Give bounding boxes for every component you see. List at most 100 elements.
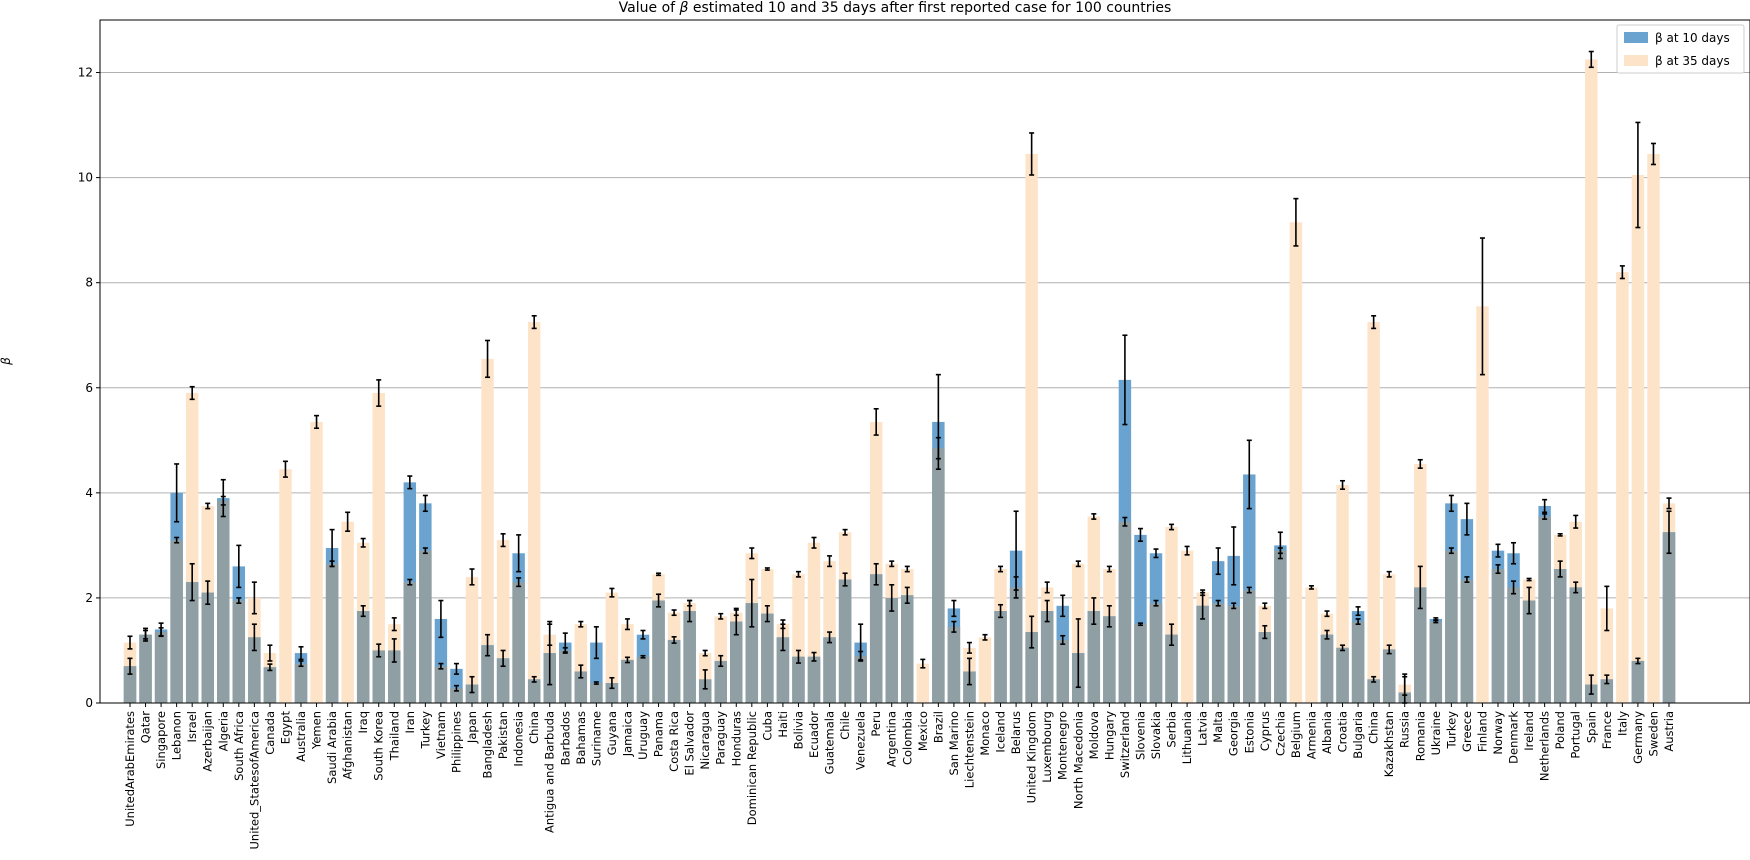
bar-overlap: [512, 582, 525, 703]
x-tick-label: Slovakia: [1149, 711, 1163, 759]
bar-overlap: [139, 634, 152, 703]
bar-overlap: [419, 550, 432, 703]
x-tick-label: South Korea: [372, 711, 386, 781]
bar-35-days: [1476, 306, 1489, 703]
bar-35-days: [1289, 222, 1303, 703]
title-post: estimated 10 and 35 days after first rep…: [688, 0, 1171, 16]
x-tick-label: Switzerland: [1118, 711, 1132, 778]
legend-box: [1616, 24, 1745, 74]
x-tick-label: North Macedonia: [1071, 711, 1085, 809]
x-tick-label: Bangladesh: [481, 711, 495, 778]
bar-overlap: [527, 679, 541, 703]
x-tick-label: Iceland: [994, 711, 1008, 753]
bar-overlap: [1367, 679, 1380, 703]
bar-overlap: [1662, 532, 1676, 703]
x-tick-label: Poland: [1553, 711, 1567, 749]
title-pre: Value of: [619, 0, 680, 16]
bar-overlap: [901, 595, 914, 703]
x-tick-label: Armenia: [1304, 711, 1318, 759]
x-tick-label: Haiti: [776, 711, 790, 738]
bar-35-days: [527, 322, 541, 703]
bar-35-days: [1025, 153, 1038, 703]
bar-35-days: [341, 521, 354, 703]
bar-overlap: [123, 666, 137, 703]
x-tick-label: Lebanon: [170, 711, 184, 760]
bar-overlap: [994, 611, 1007, 703]
x-tick-label: UnitedArabEmirates: [123, 711, 137, 827]
x-tick-label: Guyana: [605, 711, 619, 755]
bars-overlap: [123, 448, 1676, 703]
x-tick-label: Serbia: [1165, 711, 1179, 748]
bar-35-days: [1647, 153, 1660, 703]
x-tick-label: Latvia: [1196, 711, 1210, 746]
bar-overlap: [217, 500, 230, 703]
x-tick-label: Iran: [403, 711, 417, 733]
y-tick-label: 10: [78, 171, 93, 185]
bar-overlap: [1274, 550, 1287, 703]
bar-overlap: [1118, 521, 1132, 703]
bar-overlap: [1491, 569, 1505, 703]
bar-overlap: [698, 679, 712, 703]
bar-overlap: [1631, 660, 1645, 703]
x-tick-label: China: [527, 711, 541, 744]
x-tick-label: Egypt: [278, 711, 292, 745]
x-tick-label: France: [1600, 711, 1614, 749]
bar-35-days: [1631, 174, 1645, 703]
bar-35-days: [1616, 272, 1629, 703]
bar-overlap: [170, 540, 183, 703]
x-tick-label: Russia: [1398, 711, 1412, 748]
x-tick-label: Germany: [1631, 711, 1645, 764]
x-tick-label: Venezuela: [854, 711, 868, 770]
bar-overlap: [201, 592, 214, 703]
bar-overlap: [1569, 587, 1582, 703]
x-tick-label: Cyprus: [1258, 711, 1272, 751]
bar-overlap: [465, 684, 479, 703]
x-tick-label: Sweden: [1646, 711, 1660, 756]
chart-title: Value of β estimated 10 and 35 days afte…: [619, 0, 1172, 16]
x-tick-label: Bolivia: [791, 711, 805, 749]
legend-swatch-35-days: [1624, 55, 1648, 66]
x-tick-label: Bahamas: [574, 711, 588, 765]
bar-overlap: [450, 688, 463, 703]
x-tick-label: Yemen: [310, 711, 324, 750]
x-tick-label: Suriname: [589, 711, 603, 766]
y-tick-label: 6: [85, 381, 93, 395]
x-tick-label: Honduras: [729, 711, 743, 766]
bar-overlap: [1429, 621, 1443, 703]
bars-10-days: [123, 379, 1676, 703]
legend-label-35-days: β at 35 days: [1655, 54, 1730, 68]
x-tick-label: Costa Rica: [667, 711, 681, 772]
bar-overlap: [745, 603, 759, 703]
x-tick-label: Moldova: [1087, 711, 1101, 759]
x-tick-label: Chile: [838, 711, 852, 740]
x-tick-label: Ukraine: [1429, 711, 1443, 755]
x-tick-label: United Kingdom: [1025, 711, 1039, 803]
bar-overlap: [807, 656, 821, 703]
bar-overlap: [1134, 624, 1147, 703]
bar-overlap: [1243, 590, 1256, 703]
legend-label-10-days: β at 10 days: [1655, 31, 1730, 45]
bar-overlap: [1336, 647, 1349, 703]
x-tick-label: Estonia: [1242, 711, 1256, 753]
x-tick-label: Spain: [1584, 711, 1598, 743]
x-tick-label: Japan: [465, 711, 479, 744]
bar-overlap: [248, 637, 261, 703]
bar-overlap: [325, 563, 339, 703]
bar-overlap: [621, 659, 634, 703]
x-tick-label: Liechtenstein: [962, 711, 976, 788]
bar-overlap: [885, 597, 898, 703]
x-tick-label: Croatia: [1336, 711, 1350, 752]
x-tick-label: Pakistan: [496, 711, 510, 759]
x-tick-label: Singapore: [154, 711, 168, 769]
x-tick-label: Denmark: [1507, 711, 1521, 764]
x-tick-label: Turkey: [418, 711, 432, 750]
x-tick-label: Malta: [1211, 711, 1225, 743]
bar-35-days: [310, 421, 323, 703]
x-tick-label: Iraq: [356, 711, 370, 733]
bar-overlap: [1538, 516, 1551, 703]
error-bars: [127, 50, 1672, 704]
y-tick-label: 12: [78, 66, 93, 80]
bar-overlap: [481, 645, 494, 703]
bar-overlap: [1600, 679, 1614, 703]
